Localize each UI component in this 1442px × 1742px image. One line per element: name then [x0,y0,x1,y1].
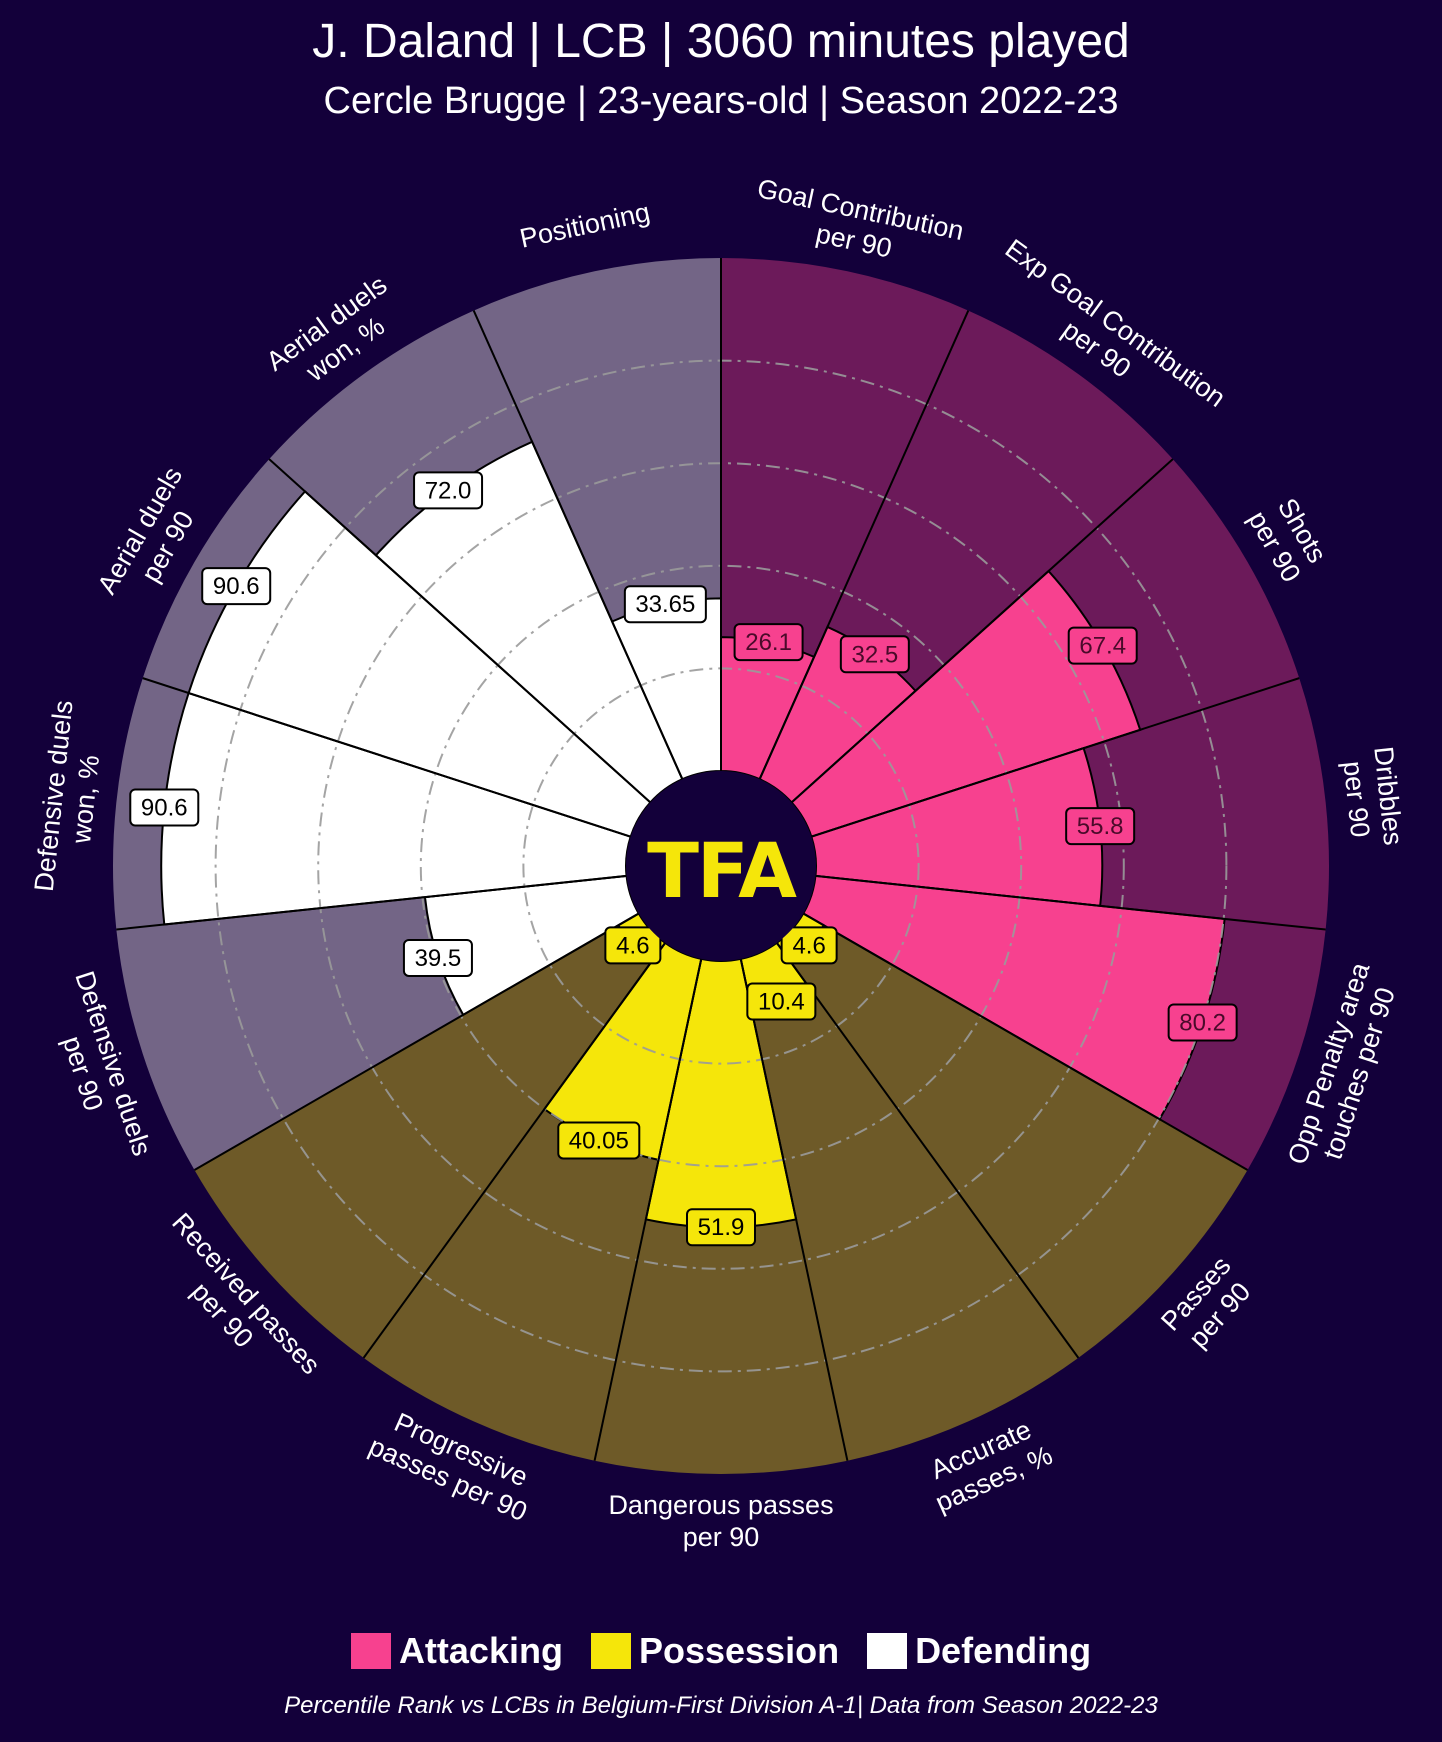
slice-divider [472,310,684,780]
value-label-box [402,938,473,977]
slice-divider [776,942,1080,1359]
value-label-text: 55.8 [1077,813,1124,840]
legend-label-possession: Possession [638,1630,840,1671]
footnote: Percentile Rank vs LCBs in Belgium-First… [284,1692,1158,1719]
value-label-text: 4.6 [792,932,825,959]
value-label-aerial-duels-won: 72.0 [413,471,484,510]
value-label-box [557,1121,641,1160]
param-label-dribbles-per-90: Dribblesper 90 [1336,745,1408,850]
value-label-progressive-passes-per-90: 40.05 [557,1121,641,1160]
slice-divider [593,958,703,1461]
value-label-defensive-duels-per-90: 39.5 [402,938,473,977]
legend-item-attacking: Attacking [350,1630,563,1672]
param-label-positioning: Positioning [517,197,652,254]
value-label-text: 67.4 [1079,633,1126,660]
value-label-text: 32.5 [851,641,898,668]
value-label-exp-goal-contribution-per-90: 32.5 [839,635,910,674]
value-label-defensive-duels-won: 90.6 [129,788,200,827]
slice-divider [739,958,849,1461]
value-label-text: 80.2 [1179,1009,1226,1036]
value-label-aerial-duels-per-90: 90.6 [201,567,272,606]
chart-title: J. Daland | LCB | 3060 minutes played [312,15,1130,68]
value-label-box [413,471,484,510]
slice-divider [142,677,631,838]
value-label-opp-penalty-area-touches-per-90: 80.2 [1167,1003,1238,1042]
value-label-dribbles-per-90: 55.8 [1065,807,1136,846]
slice-divider [116,874,627,931]
param-label-defensive-duels-won: Defensive duelswon, % [29,699,111,897]
slice-divider [758,310,970,780]
chart-subtitle: Cercle Brugge | 23-years-old | Season 20… [323,80,1119,122]
value-label-text: 90.6 [141,794,188,821]
value-label-box [201,567,272,606]
value-label-passes-per-90: 4.6 [780,926,838,965]
legend-item-defending: Defending [867,1630,1091,1672]
legend: Attacking Possession Defending [0,1630,1442,1672]
value-label-box [839,635,910,674]
legend-label-defending: Defending [915,1630,1092,1671]
legend-swatch-defending [867,1633,908,1669]
legend-swatch-attacking [350,1633,391,1669]
value-label-text: 4.6 [616,932,649,959]
value-label-shots-per-90: 67.4 [1067,626,1138,665]
slice-bg-received-passes-per-90 [194,913,666,1358]
value-label-box [604,926,662,965]
slice-divider [268,458,652,804]
slice-divider [193,912,640,1171]
param-label-shots-per-90: Shotsper 90 [1242,490,1334,587]
value-label-text: 26.1 [745,629,792,656]
value-label-text: 51.9 [698,1214,745,1241]
center-circle [626,771,816,961]
value-label-text: 90.6 [213,573,260,600]
value-label-accurate-passes: 10.4 [746,982,817,1021]
value-label-box [780,926,838,965]
legend-swatch-possession [590,1633,631,1669]
legend-item-possession: Possession [590,1630,840,1672]
legend-label-attacking: Attacking [398,1630,563,1671]
value-label-positioning: 33.65 [623,585,707,624]
slice-bg-passes-per-90 [776,913,1248,1358]
value-label-box [733,623,804,662]
value-label-dangerous-passes-per-90: 51.9 [686,1208,756,1247]
param-label-dangerous-passes-per-90: Dangerous passes per 90 [608,1490,833,1552]
value-label-box [129,788,200,827]
value-label-text: 33.65 [635,591,695,618]
logo-text: TFA [647,826,797,915]
value-label-goal-contribution-per-90: 26.1 [733,623,804,662]
value-label-received-passes-per-90: 4.6 [604,926,662,965]
value-label-box [1067,626,1138,665]
slice-divider [811,677,1300,838]
value-label-text: 40.05 [569,1127,629,1154]
slice-divider [802,912,1249,1171]
value-label-box [686,1208,756,1247]
value-label-text: 10.4 [758,989,805,1016]
value-label-box [746,982,817,1021]
value-label-box [1167,1003,1238,1042]
slice-divider [815,874,1326,931]
value-label-text: 72.0 [425,477,472,504]
value-label-text: 39.5 [415,945,462,972]
slice-divider [790,458,1174,804]
slice-divider [362,942,666,1359]
value-label-box [623,585,707,624]
value-label-box [1065,807,1136,846]
slice-bg-accurate-passes [740,942,1079,1461]
